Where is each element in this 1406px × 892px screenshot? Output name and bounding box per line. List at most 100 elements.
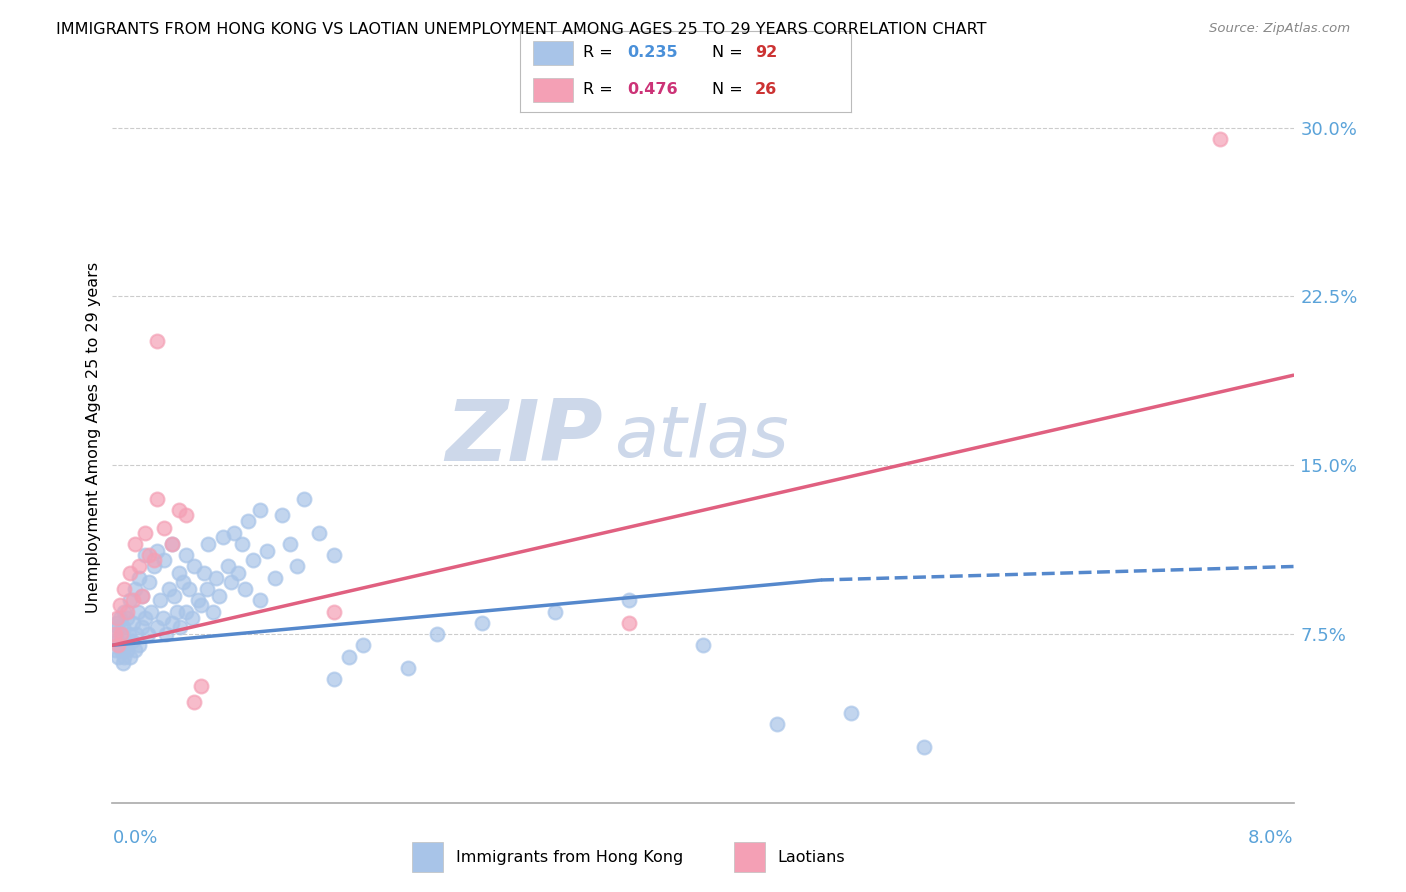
Point [127, 605, 149, 619]
Point [122, 593, 145, 607]
Point [271, 508, 294, 522]
Text: IMMIGRANTS FROM HONG KONG VS LAOTIAN UNEMPLOYMENT AMONG AGES 25 TO 29 YEARS CORR: IMMIGRANTS FROM HONG KONG VS LAOTIAN UNE… [56, 22, 987, 37]
Text: ZIP: ZIP [444, 395, 603, 479]
Point [131, 589, 153, 603]
Point [226, 566, 249, 581]
Point [124, 537, 146, 551]
Point [352, 638, 374, 652]
Point [169, 620, 191, 634]
Point [110, 627, 132, 641]
Point [108, 611, 131, 625]
Point [114, 638, 136, 652]
Point [201, 605, 224, 619]
Point [174, 508, 197, 522]
Point [174, 548, 197, 562]
Bar [412, 842, 443, 872]
Point [146, 543, 169, 558]
Bar [533, 41, 574, 65]
Point [619, 615, 641, 630]
Point [195, 582, 218, 596]
Point [157, 582, 180, 596]
Point [619, 593, 641, 607]
Point [160, 537, 183, 551]
Point [120, 649, 142, 664]
Point [190, 679, 212, 693]
Point [134, 548, 156, 562]
Point [396, 661, 419, 675]
Point [205, 571, 228, 585]
Point [155, 627, 177, 641]
Point [105, 633, 128, 648]
Point [120, 593, 142, 607]
Point [249, 593, 271, 607]
Bar [533, 78, 574, 102]
Point [117, 642, 138, 657]
Point [212, 530, 235, 544]
Point [190, 598, 212, 612]
Point [249, 503, 271, 517]
Point [142, 553, 165, 567]
Point [208, 589, 231, 603]
Point [153, 553, 176, 567]
Point [179, 582, 201, 596]
Point [181, 611, 204, 625]
Point [107, 638, 129, 652]
Point [692, 638, 714, 652]
Point [104, 642, 127, 657]
Point [138, 575, 160, 590]
Text: 92: 92 [755, 45, 778, 61]
Point [292, 491, 315, 506]
Point [222, 525, 245, 540]
Point [117, 605, 138, 619]
Text: 0.476: 0.476 [627, 82, 678, 97]
Point [256, 543, 278, 558]
Y-axis label: Unemployment Among Ages 25 to 29 years: Unemployment Among Ages 25 to 29 years [86, 261, 101, 613]
Point [153, 521, 176, 535]
Point [152, 611, 174, 625]
Point [105, 615, 128, 630]
Point [136, 627, 159, 641]
Point [1208, 132, 1232, 146]
Point [139, 605, 162, 619]
Text: 0.0%: 0.0% [112, 829, 157, 847]
Point [142, 559, 165, 574]
Point [134, 611, 156, 625]
Point [138, 548, 160, 562]
Point [167, 503, 190, 517]
Point [231, 537, 253, 551]
Point [131, 620, 153, 634]
Point [111, 657, 134, 671]
Text: atlas: atlas [614, 402, 789, 472]
Point [118, 627, 141, 641]
Point [197, 537, 219, 551]
Point [107, 649, 129, 664]
Point [172, 575, 194, 590]
Point [122, 615, 145, 630]
Point [112, 582, 135, 596]
Point [323, 672, 346, 686]
Point [112, 605, 135, 619]
Point [193, 566, 215, 581]
Point [183, 559, 205, 574]
Point [124, 582, 146, 596]
Point [146, 334, 169, 349]
Text: R =: R = [583, 82, 617, 97]
Bar [734, 842, 765, 872]
Point [108, 638, 131, 652]
Point [125, 627, 148, 641]
Point [242, 553, 264, 567]
Text: 8.0%: 8.0% [1249, 829, 1294, 847]
Point [544, 605, 567, 619]
Point [323, 605, 346, 619]
Point [914, 739, 936, 754]
Point [217, 559, 239, 574]
Point [112, 649, 135, 664]
Point [187, 593, 209, 607]
Point [308, 525, 330, 540]
Point [108, 598, 131, 612]
Point [470, 615, 494, 630]
Point [131, 589, 153, 603]
Point [337, 649, 360, 664]
Point [104, 627, 127, 641]
Point [166, 605, 188, 619]
